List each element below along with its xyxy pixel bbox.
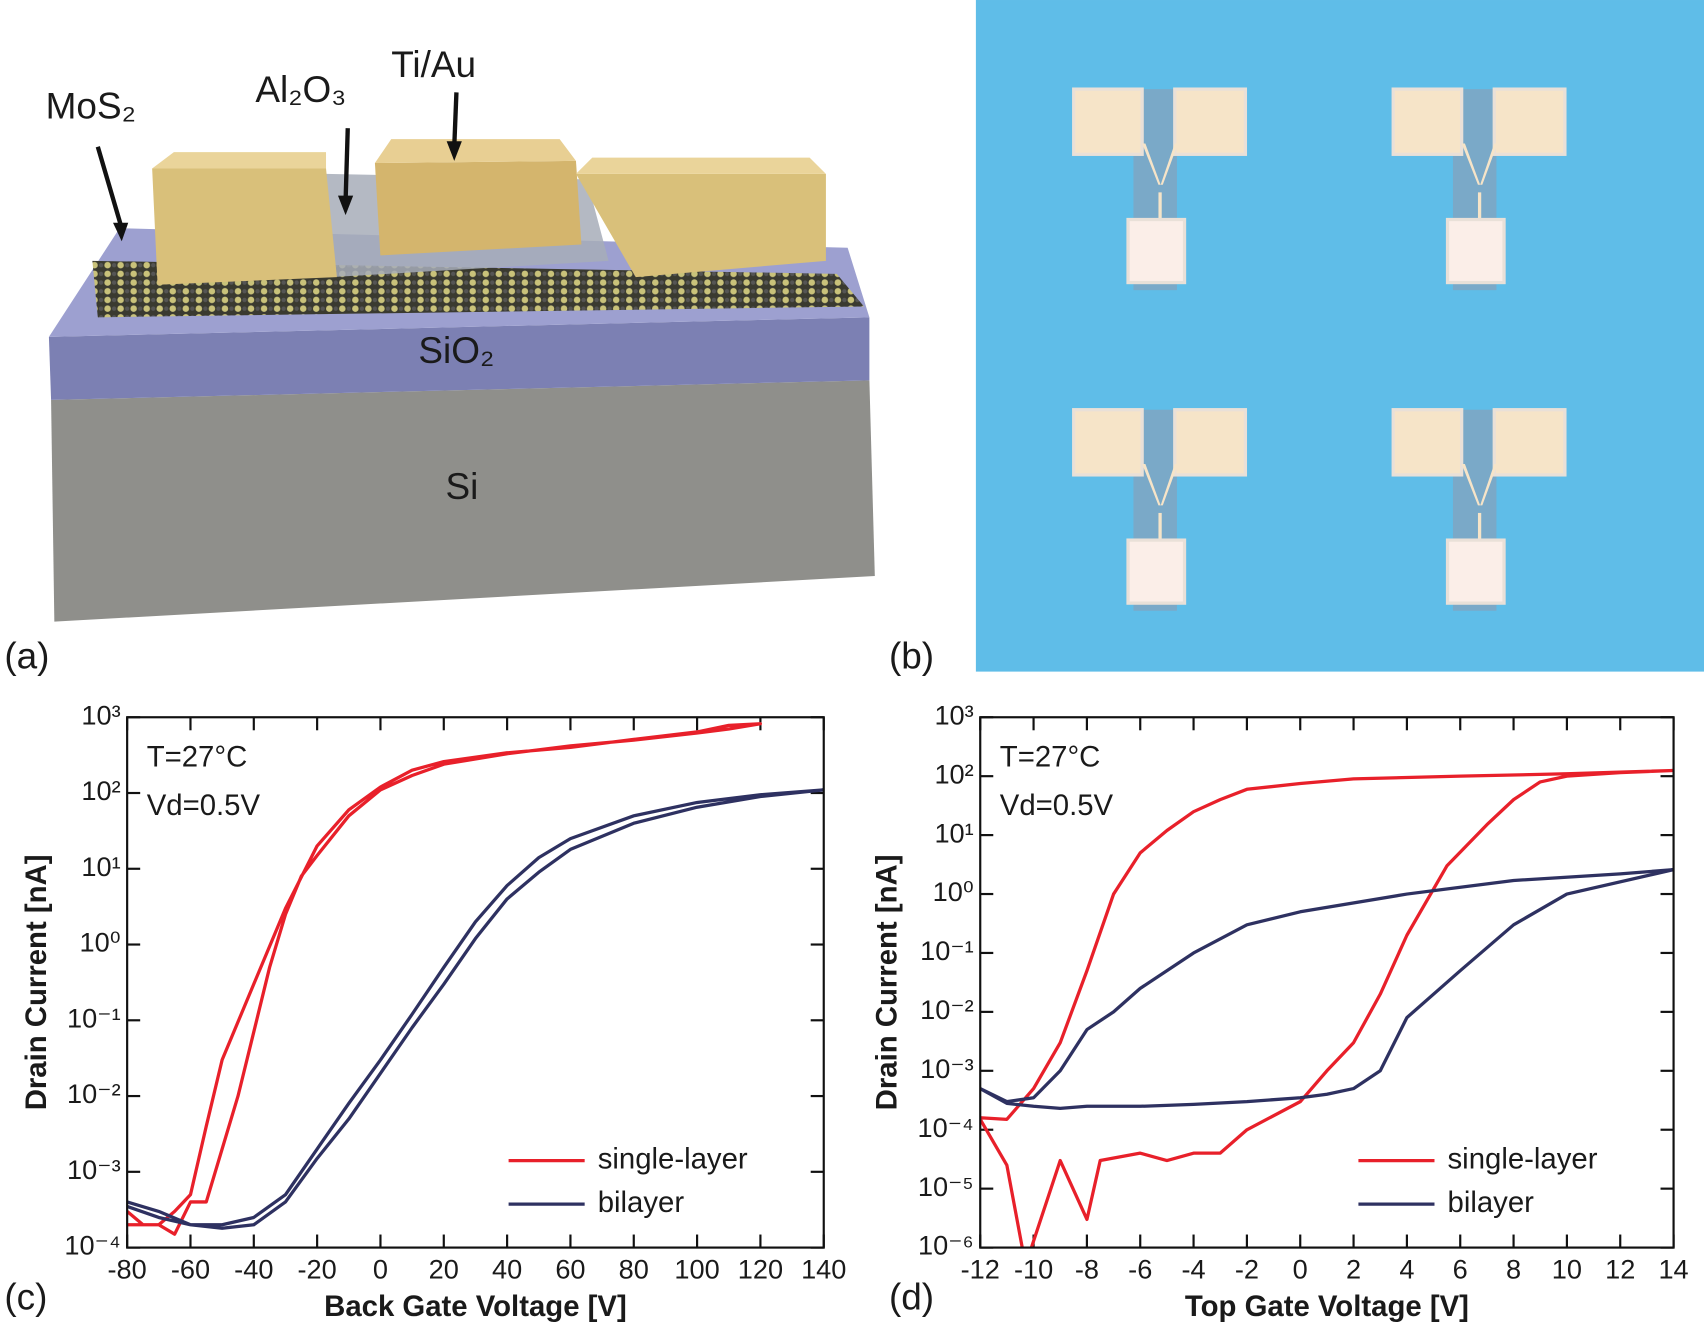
y-tick-label: 10⁻⁵ xyxy=(918,1171,974,1202)
y-tick-label: 10³ xyxy=(81,699,120,730)
x-tick-label: 10 xyxy=(1552,1254,1582,1285)
x-tick-label: 20 xyxy=(429,1254,459,1285)
y-tick-label: 10⁻³ xyxy=(67,1154,121,1185)
y-tick-label: 10⁻¹ xyxy=(67,1002,121,1033)
legend-label: bilayer xyxy=(1448,1186,1535,1219)
legend-label: bilayer xyxy=(598,1186,685,1219)
x-tick-label: 0 xyxy=(373,1254,388,1285)
label-al2o3: Al₂O₃ xyxy=(255,69,346,110)
x-axis-title: Back Gate Voltage [V] xyxy=(324,1290,627,1323)
legend-label: single-layer xyxy=(598,1142,748,1175)
label-sio2: SiO₂ xyxy=(418,330,494,371)
label-tiau: Ti/Au xyxy=(391,44,476,85)
y-axis-title: Drain Current [nA] xyxy=(871,855,904,1111)
annotation: T=27°C xyxy=(147,740,248,773)
y-tick-label: 10⁻¹ xyxy=(920,935,974,966)
series-line xyxy=(980,867,1674,1110)
label-mos2: MoS₂ xyxy=(46,85,136,126)
y-tick-label: 10¹ xyxy=(934,817,973,848)
x-tick-label: 0 xyxy=(1293,1254,1308,1285)
annotation: T=27°C xyxy=(1000,740,1101,773)
x-tick-label: 140 xyxy=(801,1254,846,1285)
annotation: Vd=0.5V xyxy=(147,789,261,822)
x-tick-label: -6 xyxy=(1128,1254,1152,1285)
panel-label: (c) xyxy=(4,1277,47,1318)
annotation: Vd=0.5V xyxy=(1000,789,1114,822)
x-tick-label: 100 xyxy=(674,1254,719,1285)
x-tick-label: 8 xyxy=(1506,1254,1521,1285)
y-tick-label: 10⁻² xyxy=(67,1078,121,1109)
y-tick-label: 10² xyxy=(934,758,973,789)
x-tick-label: 4 xyxy=(1399,1254,1414,1285)
x-tick-label: -12 xyxy=(961,1254,1000,1285)
y-tick-label: 10⁻⁴ xyxy=(64,1230,120,1261)
x-tick-label: 40 xyxy=(492,1254,522,1285)
x-tick-label: 60 xyxy=(555,1254,585,1285)
x-tick-label: -10 xyxy=(1014,1254,1053,1285)
x-tick-label: 80 xyxy=(619,1254,649,1285)
x-tick-label: -20 xyxy=(298,1254,337,1285)
x-tick-label: -40 xyxy=(234,1254,273,1285)
x-tick-label: -60 xyxy=(171,1254,210,1285)
x-tick-label: 120 xyxy=(738,1254,783,1285)
y-tick-label: 10⁰ xyxy=(80,927,121,958)
y-tick-label: 10² xyxy=(81,775,120,806)
x-tick-label: -2 xyxy=(1235,1254,1259,1285)
x-axis-title: Top Gate Voltage [V] xyxy=(1185,1290,1469,1323)
plot-frame xyxy=(979,716,1675,1249)
series-line xyxy=(127,722,763,1236)
plot-frame xyxy=(126,716,825,1249)
panel-label: (a) xyxy=(4,635,49,676)
x-tick-label: 14 xyxy=(1658,1254,1688,1285)
x-tick-label: 2 xyxy=(1346,1254,1361,1285)
legend-label: single-layer xyxy=(1448,1142,1598,1175)
series-line xyxy=(980,768,1674,1248)
panel-label: (d) xyxy=(889,1277,934,1318)
y-tick-label: 10⁰ xyxy=(933,876,974,907)
y-axis-title: Drain Current [nA] xyxy=(20,855,53,1111)
micrograph xyxy=(975,0,1704,672)
panel-label: (b) xyxy=(889,635,934,676)
x-tick-label: 12 xyxy=(1605,1254,1635,1285)
y-tick-label: 10⁻² xyxy=(920,994,974,1025)
x-tick-label: -80 xyxy=(108,1254,147,1285)
y-tick-label: 10¹ xyxy=(81,851,120,882)
label-si: Si xyxy=(446,466,479,507)
x-tick-label: 6 xyxy=(1453,1254,1468,1285)
y-tick-label: 10⁻³ xyxy=(920,1053,974,1084)
x-tick-label: -4 xyxy=(1181,1254,1205,1285)
y-tick-label: 10⁻⁴ xyxy=(917,1112,973,1143)
y-tick-label: 10⁻⁶ xyxy=(918,1230,974,1261)
series-line xyxy=(127,788,824,1230)
x-tick-label: -8 xyxy=(1075,1254,1099,1285)
y-tick-label: 10³ xyxy=(934,699,973,730)
device-illustration: MoS₂ Al₂O₃ Ti/Au SiO₂ Si xyxy=(46,44,875,622)
